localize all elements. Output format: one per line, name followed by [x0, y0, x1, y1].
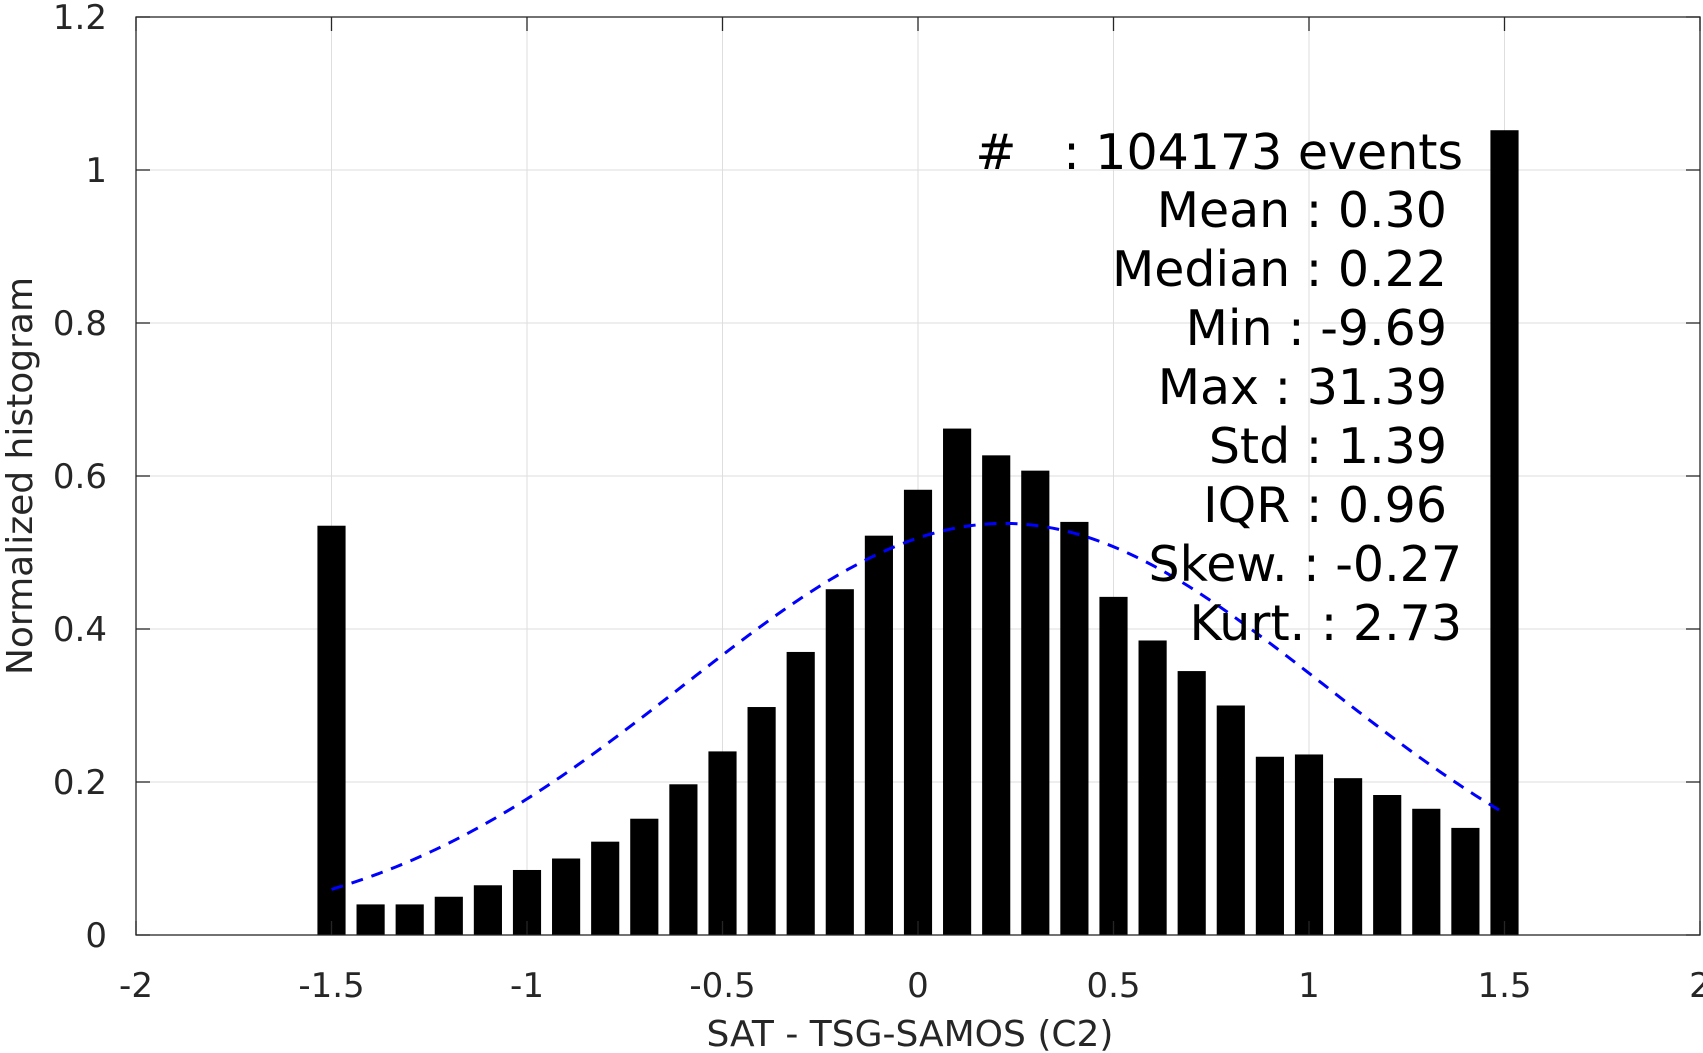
stats-events: # : 104173 events [975, 124, 1463, 181]
stats-std: Std : 1.39 [1209, 418, 1447, 475]
histogram-bar [1334, 778, 1363, 935]
x-axis-label: SAT - TSG-SAMOS (C2) [707, 1014, 1114, 1053]
histogram-bar [552, 858, 581, 935]
x-tick-label: -0.5 [689, 966, 755, 1006]
histogram-bar [1177, 671, 1206, 935]
stats-min: Min : -9.69 [1186, 300, 1447, 357]
stats-iqr: IQR : 0.96 [1203, 477, 1447, 534]
histogram-bar [473, 885, 502, 935]
stats-kurt: Kurt. : 2.73 [1190, 595, 1462, 652]
histogram-bar [1490, 130, 1519, 936]
y-tick-label: 0.8 [53, 304, 107, 344]
histogram-bars [317, 130, 1519, 936]
histogram-bar [434, 896, 463, 935]
y-tick-labels: 0 0.2 0.4 0.6 0.8 1 1.2 [53, 0, 107, 956]
histogram-bar [395, 904, 424, 935]
histogram-bar [1294, 754, 1324, 935]
stats-mean: Mean : 0.30 [1157, 182, 1447, 239]
histogram-bar [864, 535, 893, 935]
axis-ticks [135, 16, 1701, 936]
y-tick-label: 0.4 [53, 610, 107, 650]
histogram-bar [1060, 521, 1089, 935]
stats-median: Median : 0.22 [1112, 241, 1447, 298]
x-tick-labels: -2 -1.5 -1 -0.5 0 0.5 1 1.5 2 [119, 966, 1703, 1006]
histogram-bar [1451, 827, 1480, 935]
histogram-bar [825, 589, 854, 935]
y-tick-label: 0.2 [53, 763, 107, 803]
histogram-bar [1216, 705, 1245, 935]
stats-max: Max : 31.39 [1158, 359, 1447, 416]
histogram-bar [630, 818, 659, 935]
y-tick-label: 0.6 [53, 457, 107, 497]
histogram-bar [708, 751, 737, 935]
histogram-bar [591, 841, 620, 935]
stats-skew: Skew. : -0.27 [1149, 536, 1462, 593]
histogram-bar [1373, 795, 1402, 935]
x-tick-label: 0 [907, 966, 929, 1006]
histogram-bar [903, 489, 933, 935]
histogram-bar [317, 525, 346, 935]
y-tick-label: 0 [85, 916, 107, 956]
histogram-bar [356, 904, 385, 935]
x-tick-label: 1 [1298, 966, 1320, 1006]
histogram-bar [1138, 640, 1167, 935]
histogram-bar [747, 707, 776, 935]
stats-annotation: # : 104173 events Mean : 0.30 Median : 0… [975, 124, 1463, 652]
y-axis-label: Normalized histogram [0, 277, 41, 675]
histogram-bar [1099, 596, 1128, 935]
gaussian-fit-curve [331, 521, 1506, 891]
x-tick-label: 2 [1689, 966, 1703, 1006]
histogram-bar [1412, 808, 1441, 935]
histogram-bar [1021, 470, 1050, 935]
histogram-bar [669, 784, 698, 935]
histogram-bar [982, 455, 1011, 935]
x-tick-label: -1 [510, 966, 544, 1006]
y-tick-label: 1.2 [53, 0, 107, 38]
histogram-bar [786, 651, 815, 935]
histogram-bar [1255, 756, 1284, 935]
y-tick-label: 1 [85, 151, 107, 191]
x-tick-label: 0.5 [1086, 966, 1140, 1006]
x-tick-label: -1.5 [298, 966, 364, 1006]
histogram-bar [943, 428, 972, 935]
x-tick-label: -2 [119, 966, 153, 1006]
x-tick-label: 1.5 [1477, 966, 1531, 1006]
